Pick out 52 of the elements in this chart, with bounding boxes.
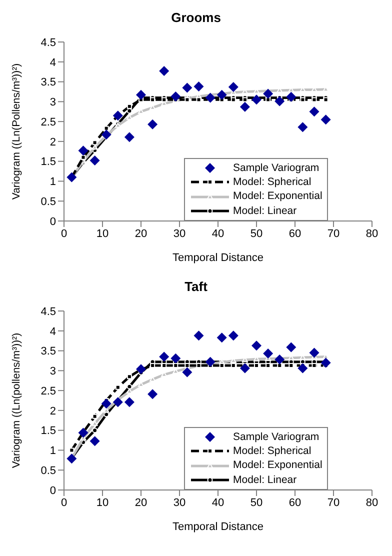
x-tick-label: 0 [60,228,68,240]
x-tick-label: 80 [366,228,378,240]
legend-label: Sample Variogram [233,431,320,443]
x-tick-label: 20 [134,228,148,240]
y-tick-label: 1 [50,445,56,458]
x-tick-label: 10 [96,496,109,509]
legend-label: Model: Exponential [233,459,322,472]
y-tick-label: 0 [50,216,56,228]
y-tick-label: 0 [50,484,56,497]
y-axis-title: Variogram ((Ln(Pollens/m³))²) [10,63,23,200]
x-axis-title: Temporal Distance [172,521,264,533]
x-tick-label: 70 [327,496,340,509]
y-tick-label: 1 [50,176,56,188]
y-tick-label: 2.5 [40,116,56,128]
y-tick-label: 2 [50,136,56,148]
chart-title: Grooms [170,9,222,27]
y-tick-label: 4.5 [40,36,56,49]
legend-label: Sample Variogram [233,162,320,174]
y-tick-label: 4.5 [40,306,56,318]
x-tick-label: 30 [173,228,186,240]
y-tick-label: 1.5 [40,156,56,168]
y-tick-label: 2 [50,405,56,418]
y-tick-label: 1.5 [40,425,56,438]
x-tick-label: 0 [60,496,68,509]
x-tick-label: 10 [96,228,109,240]
y-tick-label: 2.5 [40,385,56,398]
y-tick-label: 3 [50,366,56,378]
x-tick-label: 40 [212,228,224,240]
x-tick-label: 50 [250,228,263,240]
y-tick-label: 3.5 [40,76,56,89]
y-tick-label: 4 [50,56,56,69]
x-tick-label: 30 [173,496,186,509]
chart-title: Taft [184,278,208,296]
x-tick-label: 40 [212,496,224,509]
x-tick-label: 60 [288,496,302,509]
y-tick-label: 3.5 [40,346,56,358]
y-tick-label: 0.5 [40,196,56,208]
y-tick-label: 0.5 [40,465,56,478]
x-tick-label: 80 [366,496,378,509]
x-axis-title: Temporal Distance [172,252,264,264]
legend-label: Model: Spherical [233,176,312,188]
x-tick-label: 20 [134,496,148,509]
legend-label: Model: Spherical [233,445,312,458]
x-tick-label: 60 [288,228,302,240]
x-tick-label: 70 [327,228,340,240]
legend-label: Model: Exponential [233,190,322,202]
legend-label: Model: Linear [233,204,297,217]
legend-label: Model: Linear [233,474,297,486]
y-tick-label: 3 [50,96,56,109]
x-tick-label: 50 [250,496,263,509]
y-axis-title: Variogram ((Ln(pollens/m³))²) [10,332,23,468]
y-tick-label: 4 [50,326,56,338]
